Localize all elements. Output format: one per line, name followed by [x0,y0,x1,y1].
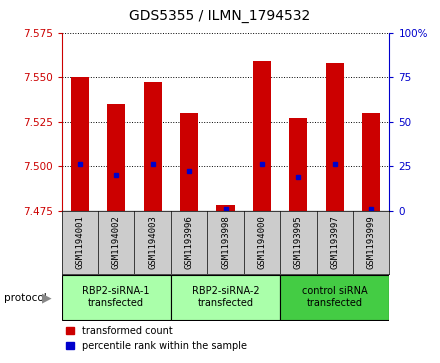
Bar [362,113,380,211]
Text: GSM1193995: GSM1193995 [294,215,303,269]
Text: ▶: ▶ [42,291,51,304]
Text: RBP2-siRNA-1
transfected: RBP2-siRNA-1 transfected [82,286,150,307]
Bar [326,63,344,211]
Bar [107,104,125,211]
Text: control siRNA
transfected: control siRNA transfected [302,286,367,307]
Text: GSM1193998: GSM1193998 [221,215,230,269]
Text: GSM1194001: GSM1194001 [75,215,84,269]
FancyBboxPatch shape [171,275,280,320]
Bar [143,82,162,211]
FancyBboxPatch shape [280,275,389,320]
Text: GSM1194002: GSM1194002 [112,215,121,269]
Text: protocol: protocol [4,293,47,303]
Bar [253,61,271,211]
Bar [289,118,308,211]
Text: GSM1194000: GSM1194000 [257,215,267,269]
Text: GSM1194003: GSM1194003 [148,215,157,269]
Legend: transformed count, percentile rank within the sample: transformed count, percentile rank withi… [66,326,247,351]
Bar [71,77,89,211]
Bar [216,205,235,211]
Text: RBP2-siRNA-2
transfected: RBP2-siRNA-2 transfected [192,286,259,307]
Text: GSM1193999: GSM1193999 [367,215,376,269]
Text: GDS5355 / ILMN_1794532: GDS5355 / ILMN_1794532 [129,9,311,23]
Bar [180,113,198,211]
FancyBboxPatch shape [62,275,171,320]
Text: GSM1193996: GSM1193996 [184,215,194,269]
Text: GSM1193997: GSM1193997 [330,215,339,269]
